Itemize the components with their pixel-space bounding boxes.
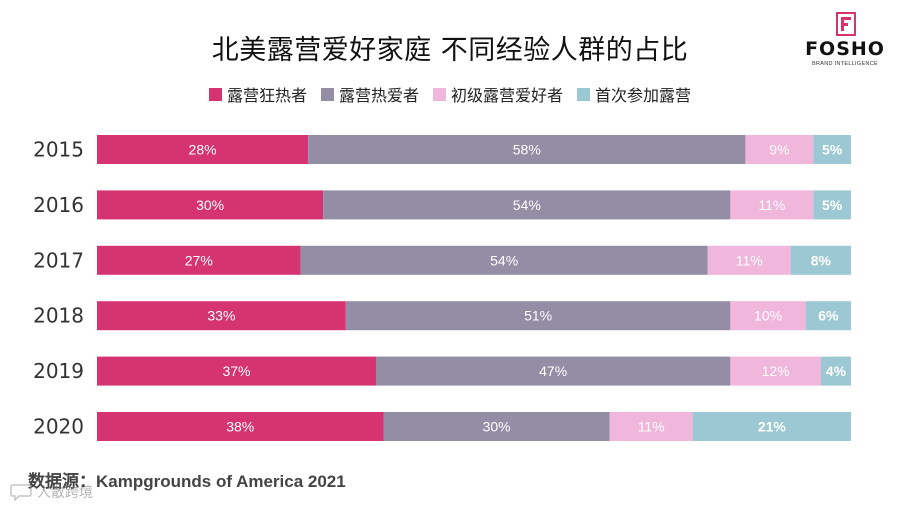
data-label: 37% bbox=[222, 363, 250, 379]
data-label: 30% bbox=[196, 197, 224, 213]
y-tick-label: 2016 bbox=[33, 193, 84, 217]
brand-logo: FOSHO BRAND INTELLIGENCE bbox=[800, 12, 890, 68]
bar-segment bbox=[609, 412, 693, 441]
logo-subtitle: BRAND INTELLIGENCE bbox=[812, 61, 878, 67]
bar-segment bbox=[97, 245, 301, 275]
bar-segment bbox=[300, 245, 708, 275]
speech-bubble-icon bbox=[10, 484, 32, 501]
y-tick-label: 2018 bbox=[33, 304, 84, 328]
chart-title: 北美露营爱好家庭 不同经验人群的占比 bbox=[211, 35, 689, 66]
data-label: 27% bbox=[185, 252, 213, 268]
bar-segment bbox=[375, 356, 731, 386]
legend-label-series-0: 露营狂热者 bbox=[226, 86, 307, 105]
data-label: 10% bbox=[754, 308, 782, 324]
legend-swatch-series-0 bbox=[208, 87, 222, 101]
bar-segment bbox=[97, 301, 346, 331]
bar-segment bbox=[692, 412, 851, 441]
data-label: 5% bbox=[822, 142, 843, 158]
bar-segment bbox=[820, 356, 851, 386]
bar-segment bbox=[97, 135, 309, 164]
bar-segment bbox=[790, 245, 851, 275]
legend-label-series-1: 露营热爱者 bbox=[338, 86, 419, 105]
chart-legend: 露营狂热者 露营热爱者 初级露营爱好者 首次参加露营 bbox=[0, 82, 900, 106]
data-label: 8% bbox=[811, 252, 832, 268]
y-tick-label: 2019 bbox=[33, 359, 84, 383]
bar-segment bbox=[813, 135, 851, 164]
data-label: 6% bbox=[818, 308, 839, 324]
data-label: 51% bbox=[524, 308, 552, 324]
f-logo-mark-icon bbox=[836, 12, 856, 36]
bar-segment bbox=[97, 190, 324, 220]
y-tick-label: 2015 bbox=[33, 138, 84, 162]
y-tick-label: 2020 bbox=[33, 415, 84, 439]
watermark-text: 人散跨境 bbox=[37, 485, 93, 501]
data-label: 21% bbox=[758, 419, 787, 435]
bar-segment bbox=[730, 301, 806, 331]
bar-segment bbox=[308, 135, 746, 164]
data-label: 12% bbox=[762, 363, 790, 379]
legend-item-series-3: 首次参加露营 bbox=[577, 82, 691, 106]
legend-swatch-series-1 bbox=[320, 87, 334, 101]
bar-segment bbox=[97, 356, 376, 386]
data-label: 11% bbox=[758, 197, 785, 213]
bar-segment bbox=[707, 245, 791, 275]
data-label: 38% bbox=[226, 419, 254, 435]
bar-segment bbox=[813, 190, 851, 220]
bar-segment bbox=[730, 190, 814, 220]
legend-item-series-0: 露营狂热者 bbox=[208, 82, 307, 106]
bar-segment bbox=[345, 301, 731, 331]
logo-text: FOSHO bbox=[805, 38, 885, 60]
y-tick-label: 2017 bbox=[33, 248, 84, 272]
data-label: 58% bbox=[513, 142, 541, 158]
data-label: 5% bbox=[822, 197, 843, 213]
data-label: 9% bbox=[769, 142, 789, 158]
bar-segment bbox=[805, 301, 851, 331]
watermark: 人散跨境 bbox=[10, 482, 93, 502]
data-label: 11% bbox=[736, 252, 763, 268]
legend-swatch-series-2 bbox=[433, 87, 446, 101]
data-label: 54% bbox=[490, 252, 518, 268]
legend-label-series-2: 初级露营爱好者 bbox=[451, 86, 564, 105]
bar-segment bbox=[97, 412, 384, 441]
legend-item-series-2: 初级露营爱好者 bbox=[433, 82, 563, 106]
legend-item-series-1: 露营热爱者 bbox=[320, 82, 419, 106]
data-label: 28% bbox=[189, 142, 217, 158]
data-label: 30% bbox=[483, 419, 511, 435]
legend-label-series-3: 首次参加露营 bbox=[595, 86, 692, 105]
bar-segment bbox=[383, 412, 610, 441]
data-label: 33% bbox=[207, 308, 235, 324]
data-label: 54% bbox=[513, 197, 541, 213]
data-label: 47% bbox=[539, 363, 567, 379]
data-label: 4% bbox=[826, 363, 847, 379]
bar-segment bbox=[745, 135, 814, 164]
data-label: 11% bbox=[638, 419, 665, 435]
bar-segment bbox=[323, 190, 731, 220]
bar-segment bbox=[730, 356, 821, 386]
source-note: 数据源：Kampgrounds of America 2021 bbox=[28, 472, 346, 491]
legend-swatch-series-3 bbox=[577, 87, 591, 101]
